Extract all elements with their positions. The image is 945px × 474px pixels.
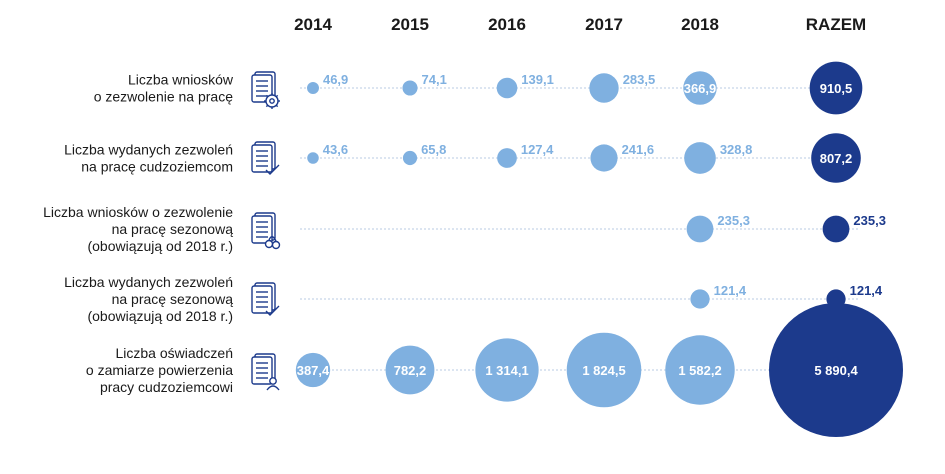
- year-bubble: [684, 142, 716, 174]
- column-header-2017: 2017: [585, 15, 623, 34]
- year-bubble: [385, 345, 435, 395]
- year-bubble: [402, 150, 418, 166]
- value-label: 43,6: [323, 142, 348, 157]
- column-header-2018: 2018: [681, 15, 719, 34]
- document-check-icon: [251, 141, 280, 175]
- row-label-line: na pracę sezonową: [112, 221, 234, 237]
- year-bubble: [566, 332, 642, 408]
- column-header-2014: 2014: [294, 15, 332, 34]
- value-label: 387,4: [297, 363, 330, 378]
- year-bubble: [683, 71, 717, 105]
- year-bubble: [665, 335, 735, 405]
- year-bubble: [402, 80, 418, 96]
- row-label-line: Liczba wniosków: [128, 72, 234, 88]
- row-label-line: Liczba wniosków o zezwolenie: [43, 204, 233, 220]
- value-label: 1 824,5: [582, 363, 625, 378]
- year-bubble: [307, 152, 319, 164]
- value-label: 235,3: [717, 213, 750, 228]
- row-label-line: (obowiązują od 2018 r.): [87, 238, 233, 254]
- total-bubble: [809, 61, 863, 115]
- value-label: 283,5: [623, 72, 656, 87]
- year-bubble: [496, 77, 518, 99]
- year-bubble: [686, 215, 714, 243]
- total-bubble: [811, 133, 861, 183]
- document-cherry-icon: [251, 212, 281, 250]
- column-header-2016: 2016: [488, 15, 526, 34]
- row-label-line: o zezwolenie na pracę: [94, 89, 234, 105]
- value-label: 74,1: [422, 72, 447, 87]
- row-label-line: Liczba oświadczeń: [115, 345, 233, 361]
- document-check-icon: [251, 282, 280, 316]
- value-label: 65,8: [421, 142, 446, 157]
- year-bubble: [497, 148, 517, 168]
- row-label-line: Liczba wydanych zezwoleń: [64, 274, 233, 290]
- row-label-line: na pracę sezonową: [112, 291, 234, 307]
- value-label: 1 314,1: [485, 363, 528, 378]
- value-label: 910,5: [820, 81, 853, 96]
- value-label: 366,9: [684, 81, 717, 96]
- value-label: 807,2: [820, 151, 853, 166]
- row-label-line: na pracę cudzoziemcom: [81, 159, 233, 175]
- column-header-razem: RAZEM: [806, 15, 866, 34]
- year-bubble: [690, 289, 710, 309]
- value-label: 139,1: [521, 72, 554, 87]
- value-label: 1 582,2: [678, 363, 721, 378]
- value-label: 235,3: [853, 213, 886, 228]
- row-label-line: Liczba wydanych zezwoleń: [64, 142, 233, 158]
- value-label: 121,4: [850, 283, 883, 298]
- row-label-line: (obowiązują od 2018 r.): [87, 308, 233, 324]
- value-label: 5 890,4: [814, 363, 858, 378]
- value-label: 782,2: [394, 363, 427, 378]
- value-label: 46,9: [323, 72, 348, 87]
- document-gear-icon: [251, 71, 280, 109]
- document-person-icon: [251, 353, 280, 391]
- value-label: 241,6: [622, 142, 655, 157]
- value-label: 127,4: [521, 142, 554, 157]
- year-bubble: [589, 73, 619, 103]
- year-bubble: [307, 82, 319, 94]
- value-label: 121,4: [714, 283, 747, 298]
- row-label-line: pracy cudzoziemcowi: [100, 379, 233, 395]
- year-bubble: [590, 144, 618, 172]
- year-bubble: [295, 352, 331, 388]
- total-bubble: [769, 303, 903, 437]
- column-header-2015: 2015: [391, 15, 429, 34]
- value-label: 328,8: [720, 142, 753, 157]
- total-bubble: [822, 215, 850, 243]
- year-bubble: [475, 338, 539, 402]
- row-label-line: o zamiarze powierzenia: [86, 362, 233, 378]
